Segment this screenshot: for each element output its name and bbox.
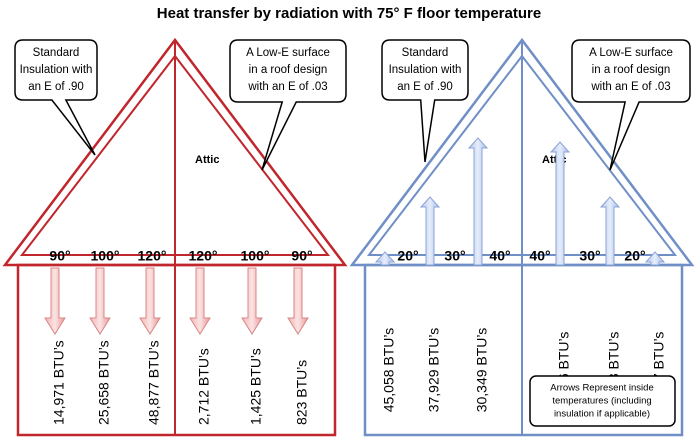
- arrow: [549, 141, 571, 266]
- callout-bubble: [14, 39, 98, 156]
- callout-text: in a roof design: [592, 64, 671, 76]
- callout-text: Insulation with: [389, 64, 462, 76]
- note-text: temperatures (including: [552, 396, 651, 407]
- arrow: [89, 267, 111, 335]
- attic-label: Attic: [195, 154, 219, 166]
- temperature: 30°: [579, 248, 600, 264]
- callout-text: an E of .90: [397, 81, 453, 93]
- note-text: insulation if applicable): [554, 409, 650, 420]
- note-box: [529, 375, 676, 427]
- arrow: [374, 251, 396, 266]
- arrow: [241, 267, 263, 335]
- callout-text: Standard: [33, 47, 80, 59]
- btu-label: 14,971 BTU’s: [51, 340, 67, 425]
- arrow: [599, 196, 621, 266]
- callout-text: with an E of .03: [590, 81, 670, 93]
- temperature: 100°: [241, 248, 270, 264]
- callout-text: Insulation with: [20, 64, 93, 76]
- wall: [16, 263, 337, 437]
- btu-label: 823 BTU’s: [294, 360, 310, 425]
- note-text: Arrows Represent inside: [550, 383, 654, 394]
- callout-bubble: [381, 39, 469, 163]
- callout-text: A Low-E surface: [246, 47, 330, 59]
- temperature: 20°: [397, 248, 418, 264]
- arrow: [644, 251, 666, 266]
- temperature: 90°: [49, 248, 70, 264]
- btu-label: 2,712 BTU’s: [196, 348, 212, 425]
- callout-text: an E of .90: [28, 81, 84, 93]
- callout-text: Standard: [402, 47, 449, 59]
- arrow: [139, 267, 161, 335]
- title: Heat transfer by radiation with 75° F fl…: [157, 5, 541, 22]
- btu-label: 37,929 BTU’s: [426, 328, 442, 413]
- btu-label: 30,349 BTU’s: [474, 328, 490, 413]
- btu-label: 25,658 BTU’s: [96, 340, 112, 425]
- temperature: 100°: [91, 248, 120, 264]
- temperature: 30°: [444, 248, 465, 264]
- temperature: 20°: [624, 248, 645, 264]
- callout-text: A Low-E surface: [589, 47, 673, 59]
- callout-text: with an E of .03: [247, 81, 327, 93]
- arrow: [467, 137, 489, 266]
- arrow: [419, 196, 441, 266]
- arrow: [189, 267, 211, 335]
- temperature: 40°: [489, 248, 510, 264]
- btu-label: 45,058 BTU’s: [381, 328, 397, 413]
- temperature: 40°: [529, 248, 550, 264]
- callout-bubble: [229, 39, 347, 171]
- temperature: 120°: [189, 248, 218, 264]
- wall: [363, 263, 684, 437]
- arrow: [44, 267, 66, 335]
- btu-label: 48,877 BTU’s: [146, 340, 162, 425]
- arrow: [287, 267, 309, 335]
- callout-text: in a roof design: [249, 64, 328, 76]
- temperature: 120°: [138, 248, 167, 264]
- temperature: 90°: [291, 248, 312, 264]
- btu-label: 1,425 BTU’s: [248, 348, 264, 425]
- callout-bubble: [571, 39, 691, 171]
